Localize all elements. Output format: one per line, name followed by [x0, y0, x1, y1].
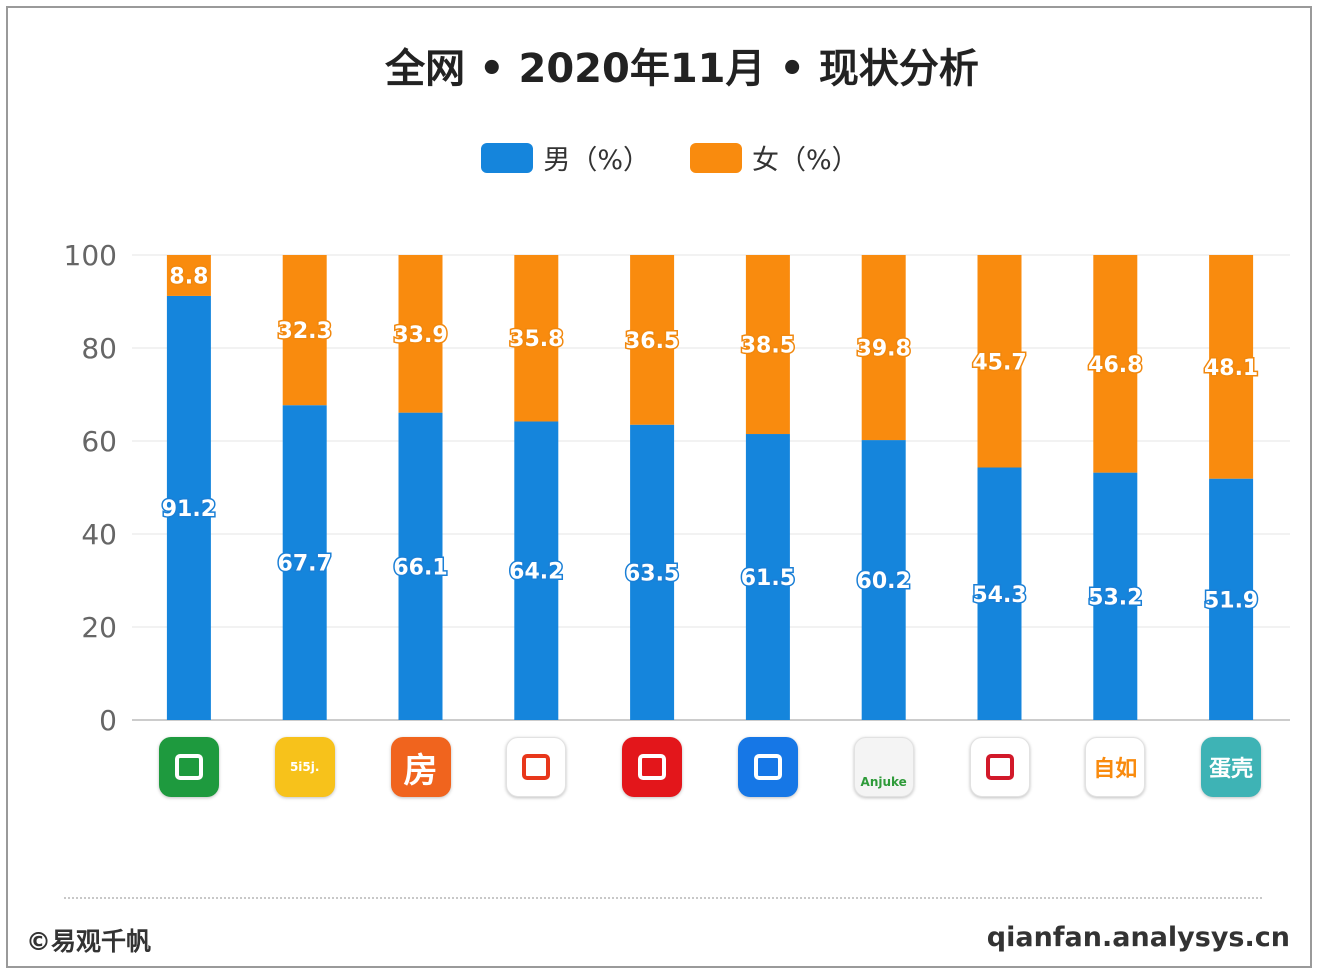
- 5i5j-icon-text: 5i5j.: [289, 760, 320, 774]
- data-label-male: 66.1: [393, 555, 447, 580]
- data-label-female: 39.8: [857, 337, 911, 362]
- data-label-female: 38.5: [741, 334, 795, 359]
- bar-female: [745, 255, 790, 435]
- red-location-house-icon-glyph: [638, 754, 667, 780]
- blue-house-icon: [737, 737, 798, 797]
- bar-female: [282, 255, 327, 406]
- y-tick-label: 40: [81, 518, 117, 551]
- bar-male: [282, 405, 327, 720]
- source-url: qianfan.analysys.cn: [986, 922, 1290, 953]
- bar-male: [514, 421, 559, 720]
- data-label-female: 36.5: [625, 329, 679, 354]
- chart-title: 全网 • 2020年11月 • 现状分析: [385, 46, 979, 92]
- anjuke-icon-text: Anjuke: [860, 775, 907, 789]
- data-label-female: 33.9: [393, 323, 447, 348]
- red-book-icon: [506, 737, 567, 797]
- data-label-male: 53.2: [1088, 585, 1142, 610]
- red-book-icon-glyph: [522, 754, 551, 780]
- bar-male: [398, 412, 443, 720]
- data-label-female: 8.8: [169, 264, 208, 289]
- green-house-icon: [158, 737, 219, 797]
- dankeapartment-icon: 蛋壳: [1201, 737, 1262, 797]
- legend-item-male[interactable]: 男（%）: [481, 138, 650, 177]
- y-tick-label: 20: [81, 611, 117, 644]
- data-label-male: 51.9: [1204, 588, 1258, 613]
- dankeapartment-icon-text: 蛋壳: [1209, 757, 1254, 782]
- legend: 男（%） 女（%）: [0, 138, 1320, 177]
- legend-item-female[interactable]: 女（%）: [690, 138, 859, 177]
- ziroom-icon-text: 自如: [1093, 757, 1138, 782]
- data-label-male: 54.3: [972, 583, 1026, 608]
- bar-female: [1209, 255, 1254, 479]
- fang-icon: 房: [390, 737, 451, 797]
- data-label-female: 32.3: [278, 319, 332, 344]
- bar-male: [1093, 472, 1138, 720]
- data-label-male: 67.7: [278, 552, 332, 577]
- bar-female: [514, 255, 559, 422]
- bar-male: [745, 434, 790, 720]
- bar-male: [977, 467, 1022, 720]
- bar-male: [166, 295, 211, 720]
- y-tick-label: 60: [81, 425, 117, 458]
- data-label-female: 46.8: [1088, 353, 1142, 378]
- y-tick-label: 100: [64, 239, 117, 272]
- bar-female: [166, 255, 211, 296]
- bar-female: [977, 255, 1022, 468]
- red-location-house-icon: [622, 737, 683, 797]
- bar-male: [630, 424, 675, 720]
- bar-female: [861, 255, 906, 441]
- chart-frame: [6, 6, 1312, 968]
- data-label-female: 48.1: [1204, 356, 1258, 381]
- data-label-female: 45.7: [972, 350, 1026, 375]
- blue-house-icon-glyph: [753, 754, 782, 780]
- legend-swatch-male: [481, 142, 534, 173]
- data-label-male: 61.5: [741, 566, 795, 591]
- data-label-female: 35.8: [509, 327, 563, 352]
- bar-female: [398, 255, 443, 413]
- 5i5j-icon: 5i5j.: [274, 737, 335, 797]
- data-label-male: 64.2: [509, 560, 563, 585]
- bar-male: [861, 440, 906, 720]
- legend-label-male: 男（%）: [543, 145, 650, 176]
- red-q-icon-glyph: [985, 754, 1014, 780]
- data-label-male: 63.5: [625, 561, 679, 586]
- legend-label-female: 女（%）: [752, 145, 859, 176]
- legend-swatch-female: [690, 142, 742, 173]
- bar-female: [1093, 255, 1138, 473]
- bar-female: [630, 255, 675, 425]
- y-tick-label: 0: [99, 704, 117, 737]
- green-house-icon-glyph: [174, 754, 203, 780]
- ziroom-icon: 自如: [1085, 737, 1146, 797]
- copyright-label: ©易观千帆: [26, 927, 152, 956]
- bar-male: [1209, 478, 1254, 720]
- red-q-icon: [969, 737, 1030, 797]
- anjuke-icon: Anjuke: [853, 737, 914, 797]
- fang-icon-text: 房: [403, 750, 438, 791]
- data-label-male: 60.2: [857, 569, 911, 594]
- y-tick-label: 80: [81, 332, 117, 365]
- footer-divider: [64, 897, 1262, 899]
- data-label-male: 91.2: [162, 497, 216, 522]
